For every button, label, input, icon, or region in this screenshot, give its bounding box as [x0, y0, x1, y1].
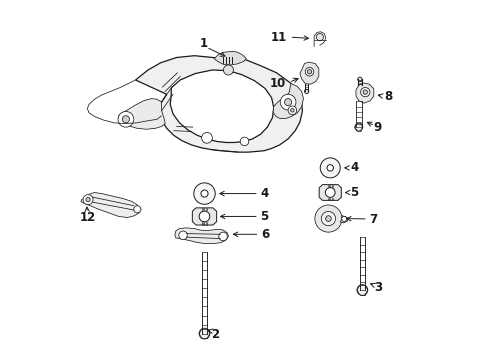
Polygon shape — [192, 208, 216, 225]
Polygon shape — [355, 83, 373, 103]
Polygon shape — [175, 228, 228, 244]
Polygon shape — [119, 99, 165, 129]
Circle shape — [307, 69, 311, 74]
Text: 4: 4 — [350, 161, 358, 174]
Text: 6: 6 — [261, 228, 269, 241]
Text: 5: 5 — [350, 186, 358, 199]
Circle shape — [134, 206, 141, 213]
Circle shape — [360, 87, 369, 97]
Circle shape — [201, 190, 207, 197]
Text: 9: 9 — [372, 121, 381, 134]
Circle shape — [321, 211, 335, 226]
Text: 12: 12 — [79, 211, 95, 224]
Text: 4: 4 — [260, 187, 268, 200]
Polygon shape — [214, 51, 246, 65]
Circle shape — [314, 205, 341, 232]
Circle shape — [240, 137, 248, 146]
Circle shape — [305, 67, 313, 76]
Circle shape — [83, 195, 93, 204]
Circle shape — [326, 165, 333, 171]
Circle shape — [341, 216, 346, 221]
Circle shape — [218, 232, 227, 241]
Text: 3: 3 — [374, 281, 382, 294]
Text: 5: 5 — [260, 210, 268, 223]
Circle shape — [199, 328, 209, 339]
Circle shape — [304, 89, 308, 94]
Circle shape — [122, 116, 129, 123]
Circle shape — [316, 33, 323, 41]
Polygon shape — [81, 193, 141, 217]
Text: 1: 1 — [199, 37, 207, 50]
Circle shape — [199, 211, 209, 222]
Circle shape — [280, 94, 295, 110]
Circle shape — [354, 123, 362, 131]
Polygon shape — [135, 55, 302, 152]
Polygon shape — [170, 70, 273, 143]
Text: 11: 11 — [270, 31, 286, 44]
Text: 10: 10 — [269, 77, 285, 90]
Circle shape — [201, 132, 212, 143]
Circle shape — [357, 77, 361, 81]
Circle shape — [325, 188, 334, 197]
Text: 7: 7 — [368, 213, 376, 226]
Text: 8: 8 — [383, 90, 391, 103]
Circle shape — [223, 65, 233, 75]
Circle shape — [287, 106, 296, 114]
Circle shape — [86, 198, 90, 202]
Circle shape — [363, 90, 366, 94]
Polygon shape — [272, 84, 303, 118]
Circle shape — [325, 216, 331, 221]
Text: 2: 2 — [211, 328, 219, 341]
Circle shape — [179, 231, 187, 240]
Circle shape — [290, 109, 294, 112]
Circle shape — [193, 183, 215, 204]
Circle shape — [284, 99, 291, 106]
Polygon shape — [340, 216, 347, 223]
Circle shape — [320, 158, 340, 178]
Circle shape — [356, 285, 367, 296]
Circle shape — [118, 111, 134, 127]
Polygon shape — [299, 62, 318, 84]
Polygon shape — [319, 185, 341, 201]
